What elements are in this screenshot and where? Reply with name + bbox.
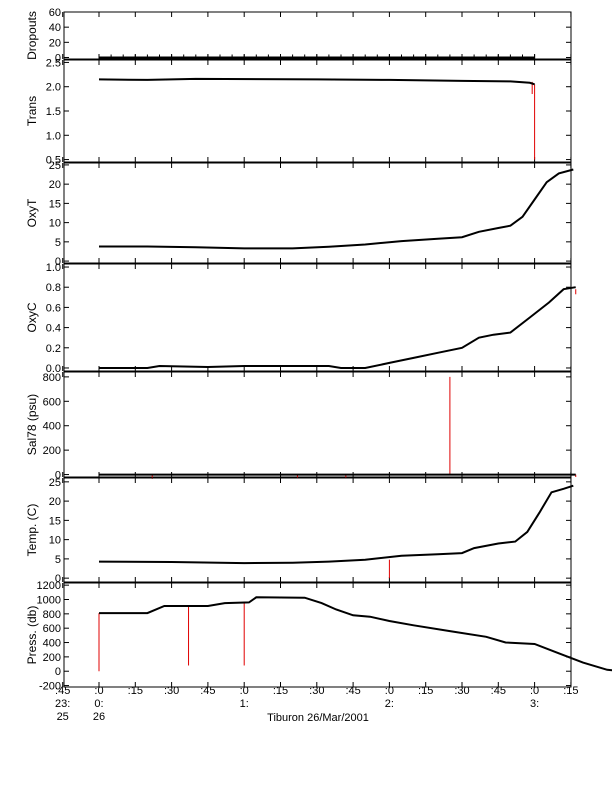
y-tick-label: 400 <box>43 638 61 650</box>
y-tick-label: 1200 <box>37 580 61 592</box>
x-tick-label: :45 <box>55 685 70 697</box>
y-tick-label: 600 <box>43 396 61 408</box>
y-tick-label: 5 <box>55 554 61 566</box>
y-tick-label: 1.0 <box>46 130 61 142</box>
y-tick-label: 20 <box>49 37 61 49</box>
x-tick-label: :30 <box>164 685 179 697</box>
panel-sal78: 0 200 400 600 800 Sal78 (psu) <box>25 371 577 482</box>
panel-dropouts: 0 20 40 60 Dropouts <box>25 7 572 64</box>
y-tick-label: 0 <box>55 52 61 64</box>
x-tick-label: :15 <box>128 685 143 697</box>
series-line <box>99 286 576 369</box>
series-line <box>99 596 612 672</box>
panel-frame <box>63 371 572 478</box>
y-tick-label: 60 <box>49 7 61 19</box>
series-line <box>99 168 574 250</box>
y-tick-label: 0.0 <box>46 363 61 375</box>
y-tick-label: 0.4 <box>46 323 61 335</box>
y-tick-label: 800 <box>43 372 61 384</box>
panel-oxyt: 0 5 10 15 20 25 OxyT <box>25 160 574 268</box>
y-tick-label: 0.6 <box>46 302 61 314</box>
x-tick-label: 1: <box>240 698 249 710</box>
y-tick-label: 600 <box>43 623 61 635</box>
panel-frame <box>63 59 572 163</box>
x-tick-label: :0 <box>240 685 249 697</box>
chart-caption: Tiburon 26/Mar/2001 <box>267 712 369 724</box>
panel-frame <box>63 162 572 264</box>
y-tick-label: 0 <box>55 666 61 678</box>
x-tick-label: 0: <box>94 698 103 710</box>
y-tick-label: 2.5 <box>46 57 61 69</box>
x-tick-label: :0 <box>94 685 103 697</box>
x-tick-label: :45 <box>491 685 506 697</box>
y-axis-title: Dropouts <box>25 11 39 60</box>
y-tick-label: 20 <box>49 179 61 191</box>
y-axis-title: OxyT <box>25 198 39 227</box>
y-tick-label: 10 <box>49 535 61 547</box>
x-tick-label: :45 <box>200 685 215 697</box>
x-tick-label: :30 <box>454 685 469 697</box>
y-tick-label: 200 <box>43 652 61 664</box>
y-tick-label: 0 <box>55 256 61 268</box>
y-tick-label: 0.8 <box>46 282 61 294</box>
panel-frame <box>63 263 572 372</box>
x-tick-label: :15 <box>273 685 288 697</box>
y-axis-title: Temp. (C) <box>25 504 39 557</box>
y-tick-label: 200 <box>43 445 61 457</box>
x-tick-label: :30 <box>309 685 324 697</box>
panel-trans: 0.5 1.0 1.5 2.0 2.5 Trans <box>25 57 572 167</box>
x-axis-labels: :4523:25:00:26:15:30:45:01::15:30:45:02:… <box>55 685 578 723</box>
x-tick-label: :45 <box>345 685 360 697</box>
x-tick-label: 25 <box>57 711 69 723</box>
y-tick-label: 15 <box>49 198 61 210</box>
y-tick-label: 0.2 <box>46 343 61 355</box>
y-tick-label: 1000 <box>37 594 61 606</box>
y-axis-title: Press. (db) <box>25 606 39 665</box>
x-tick-label: 26 <box>93 711 105 723</box>
panel-oxyc: 0.0 0.2 0.4 0.6 0.8 1.0 OxyC <box>25 262 577 375</box>
panel-frame <box>63 582 572 688</box>
y-tick-label: 0.5 <box>46 155 61 167</box>
panel-frame <box>63 477 572 583</box>
x-tick-label: 3: <box>530 698 539 710</box>
x-tick-label: :15 <box>563 685 578 697</box>
y-tick-label: -200 <box>39 681 61 693</box>
y-axis-title: Trans <box>25 96 39 126</box>
panel-frame <box>63 11 572 60</box>
y-tick-label: 20 <box>49 496 61 508</box>
y-tick-label: 0 <box>55 573 61 585</box>
x-tick-label: 23: <box>55 698 70 710</box>
y-tick-label: 15 <box>49 515 61 527</box>
panel-press: -200 0 200 400 600 800 1000 1200 Press. (db) <box>25 580 612 693</box>
y-tick-label: 10 <box>49 218 61 230</box>
x-tick-label: :0 <box>530 685 539 697</box>
series-line <box>98 484 574 565</box>
y-tick-label: 800 <box>43 609 61 621</box>
x-tick-label: :0 <box>385 685 394 697</box>
y-tick-label: 2.0 <box>46 82 61 94</box>
y-tick-label: 0 <box>55 470 61 482</box>
y-tick-label: 400 <box>43 421 61 433</box>
y-tick-label: 25 <box>49 160 61 172</box>
y-tick-label: 5 <box>55 237 61 249</box>
x-tick-label: 2: <box>385 698 394 710</box>
panel-temp: 0 5 10 15 20 25 Temp. (C) <box>25 477 574 585</box>
y-axis-title: Sal78 (psu) <box>25 394 39 455</box>
y-tick-label: 1.0 <box>46 262 61 274</box>
y-axis-title: OxyC <box>25 302 39 332</box>
series-line <box>98 77 535 86</box>
y-tick-label: 40 <box>49 22 61 34</box>
y-tick-label: 25 <box>49 477 61 489</box>
x-tick-label: :15 <box>418 685 433 697</box>
y-tick-label: 1.5 <box>46 106 61 118</box>
